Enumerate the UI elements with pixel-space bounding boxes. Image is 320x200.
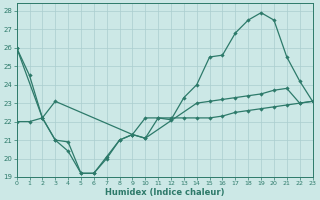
X-axis label: Humidex (Indice chaleur): Humidex (Indice chaleur) (105, 188, 224, 197)
